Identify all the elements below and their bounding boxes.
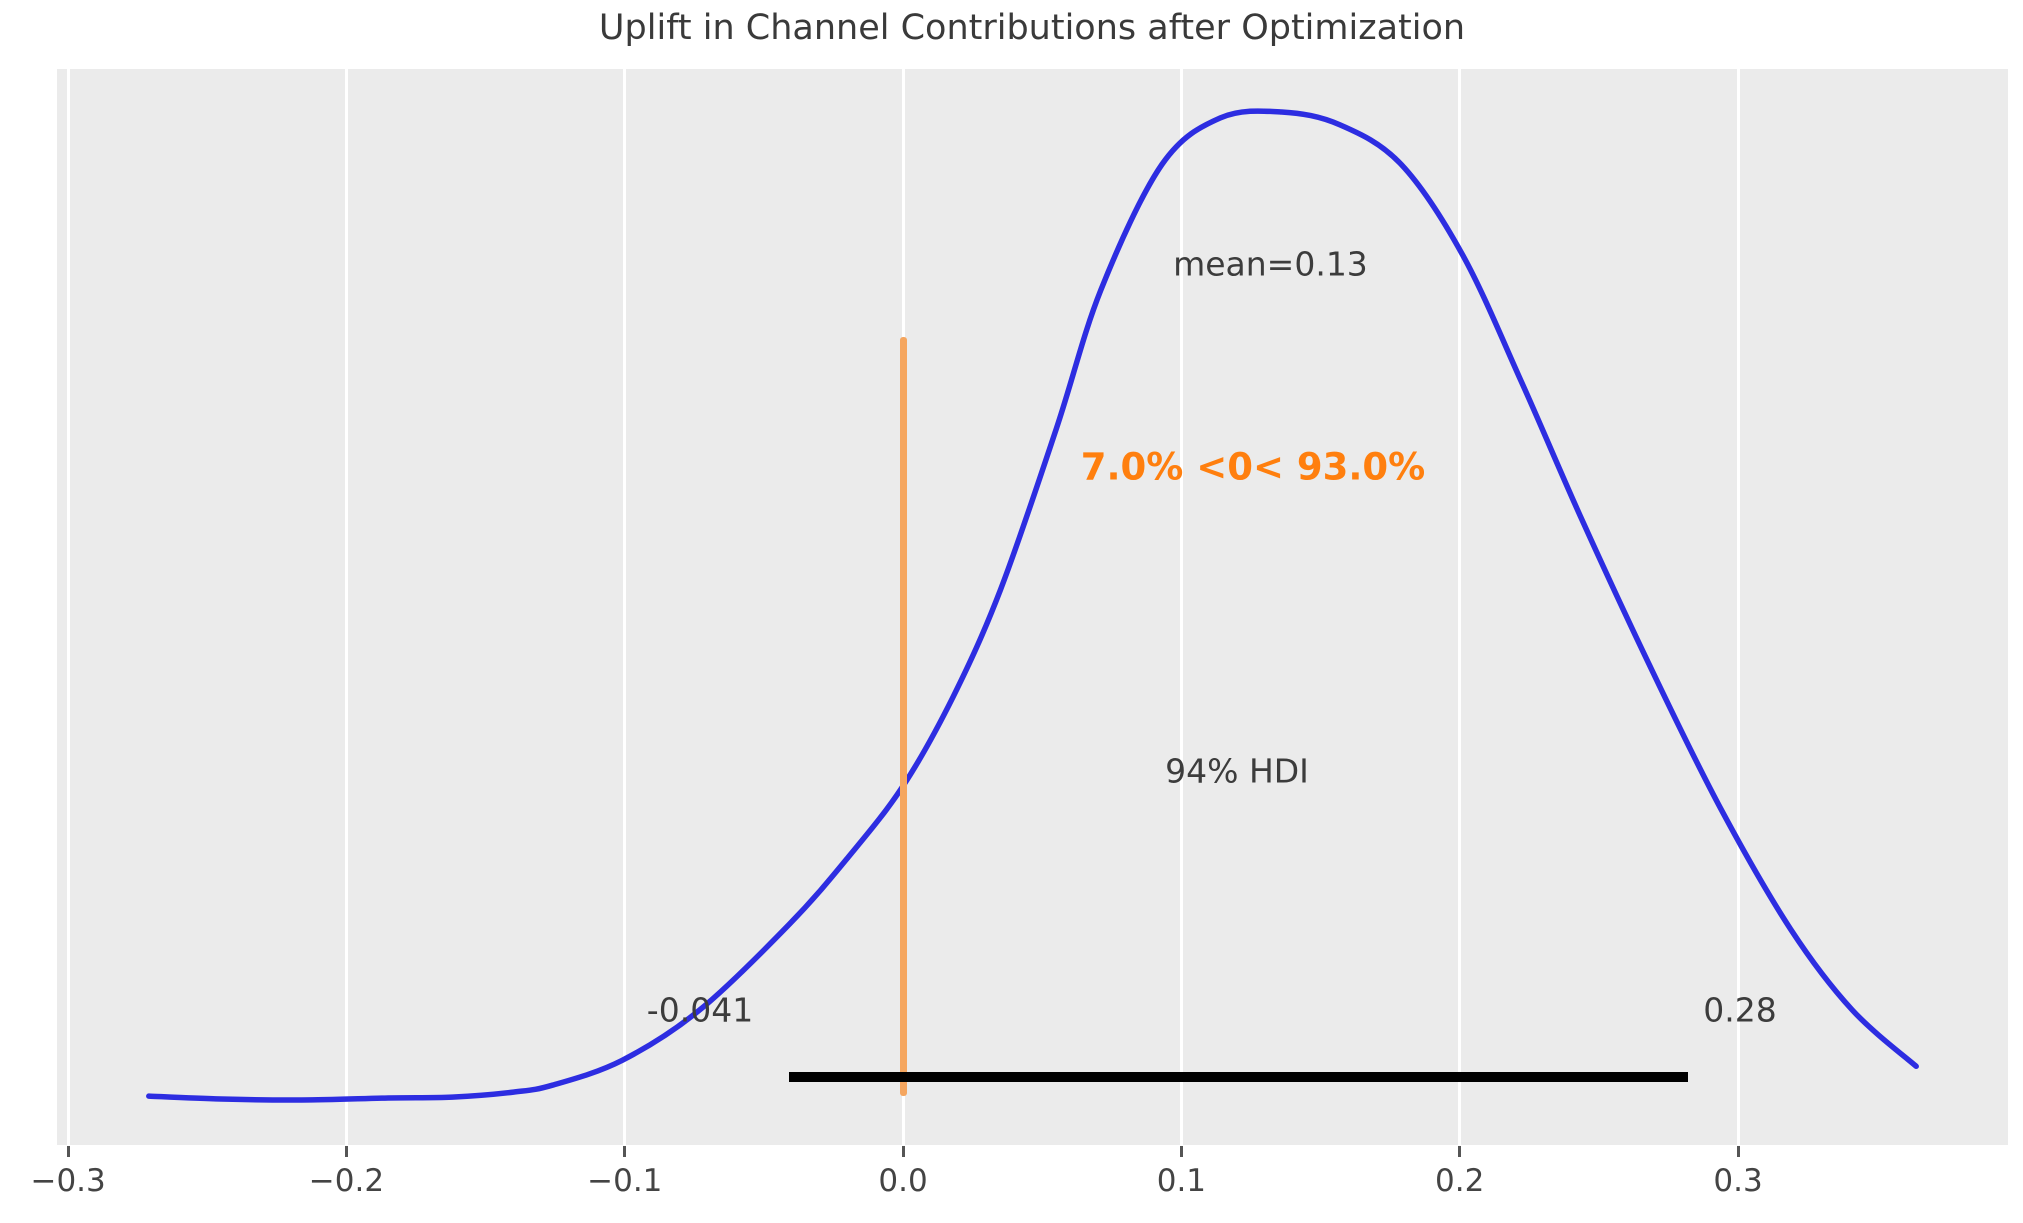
x-tick-label: 0.3 bbox=[1713, 1163, 1763, 1199]
hdi-title-annotation: 94% HDI bbox=[1165, 751, 1309, 791]
mean-annotation: mean=0.13 bbox=[1173, 244, 1368, 284]
x-tick-label: −0.2 bbox=[308, 1163, 385, 1199]
x-tick bbox=[66, 1146, 70, 1157]
x-tick-label: 0.2 bbox=[1435, 1163, 1485, 1199]
x-tick-label: 0.1 bbox=[1156, 1163, 1207, 1199]
x-tick-label: −0.1 bbox=[587, 1163, 663, 1199]
hdi-lower-annotation: -0.041 bbox=[646, 990, 754, 1030]
x-tick bbox=[1458, 1146, 1462, 1157]
gridline bbox=[623, 69, 627, 1145]
hdi-interval-bar bbox=[788, 1072, 1688, 1082]
gridline bbox=[1179, 69, 1183, 1145]
x-tick bbox=[901, 1146, 905, 1157]
x-tick-label: 0.0 bbox=[878, 1163, 928, 1199]
plot-area bbox=[57, 69, 2008, 1145]
ref-val-percentages-annotation: 7.0% <0< 93.0% bbox=[1080, 445, 1426, 489]
x-tick bbox=[1179, 1146, 1183, 1157]
hdi-upper-annotation: 0.28 bbox=[1703, 990, 1777, 1030]
x-tick bbox=[1736, 1146, 1740, 1157]
gridline bbox=[344, 69, 348, 1145]
gridline bbox=[66, 69, 70, 1145]
chart-title: Uplift in Channel Contributions after Op… bbox=[598, 8, 1466, 48]
x-tick bbox=[344, 1146, 348, 1157]
x-tick-label: −0.3 bbox=[30, 1163, 106, 1199]
gridline bbox=[1458, 69, 1462, 1145]
gridline bbox=[1736, 69, 1740, 1145]
reference-value-line bbox=[899, 337, 907, 1096]
x-tick bbox=[623, 1146, 627, 1157]
